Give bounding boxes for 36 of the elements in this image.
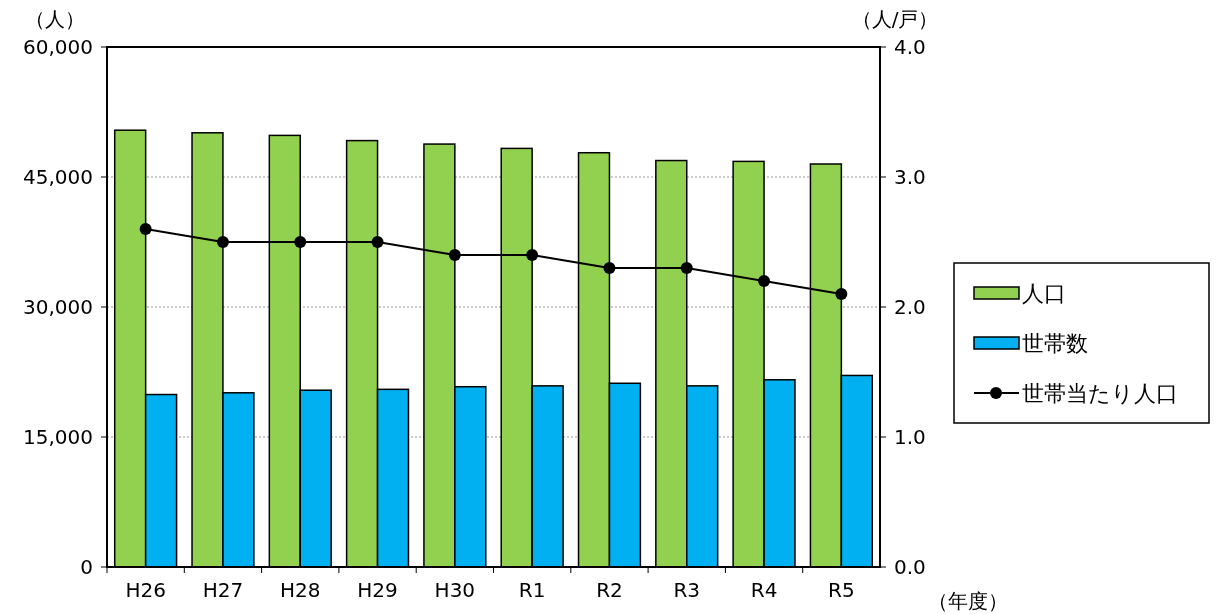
x-axis-title: （年度） xyxy=(928,589,1008,613)
y2-tick-label: 1.0 xyxy=(894,425,926,449)
x-tick-label: R1 xyxy=(518,578,546,602)
point xyxy=(526,249,539,261)
y-axis-title: （人） xyxy=(25,7,85,31)
y2-tick-label: 2.0 xyxy=(894,295,926,319)
point xyxy=(758,275,771,287)
x-tick-label: H30 xyxy=(434,578,476,602)
legend-label: 世帯数 xyxy=(1022,331,1088,356)
point xyxy=(448,249,461,261)
y-tick-label: 15,000 xyxy=(23,425,93,449)
point xyxy=(139,223,152,235)
legend-label: 人口 xyxy=(1022,281,1066,306)
x-tick-label: H29 xyxy=(357,578,398,602)
point xyxy=(371,236,384,248)
legend-label: 世帯当たり人口 xyxy=(1022,381,1178,406)
x-tick-label: R2 xyxy=(596,578,623,602)
x-tick-label: R4 xyxy=(750,578,778,602)
x-tick-label: R3 xyxy=(673,578,701,602)
y2-axis-title: （人/戸） xyxy=(851,7,939,31)
x-tick-label: H26 xyxy=(125,578,166,602)
point xyxy=(294,236,307,248)
point xyxy=(216,236,229,248)
y-tick-label: 30,000 xyxy=(23,295,93,319)
y2-tick-label: 4.0 xyxy=(894,35,926,59)
y-tick-label: 60,000 xyxy=(23,35,93,59)
x-tick-label: R5 xyxy=(828,578,855,602)
point xyxy=(603,262,616,274)
point xyxy=(835,288,848,300)
point xyxy=(680,262,693,274)
y-tick-label: 45,000 xyxy=(23,165,93,189)
x-tick-label: H27 xyxy=(202,578,244,602)
y2-tick-label: 3.0 xyxy=(894,165,926,189)
x-tick-label: H28 xyxy=(280,578,321,602)
y-tick-label: 0 xyxy=(80,555,93,579)
y2-tick-label: 0.0 xyxy=(894,555,926,579)
